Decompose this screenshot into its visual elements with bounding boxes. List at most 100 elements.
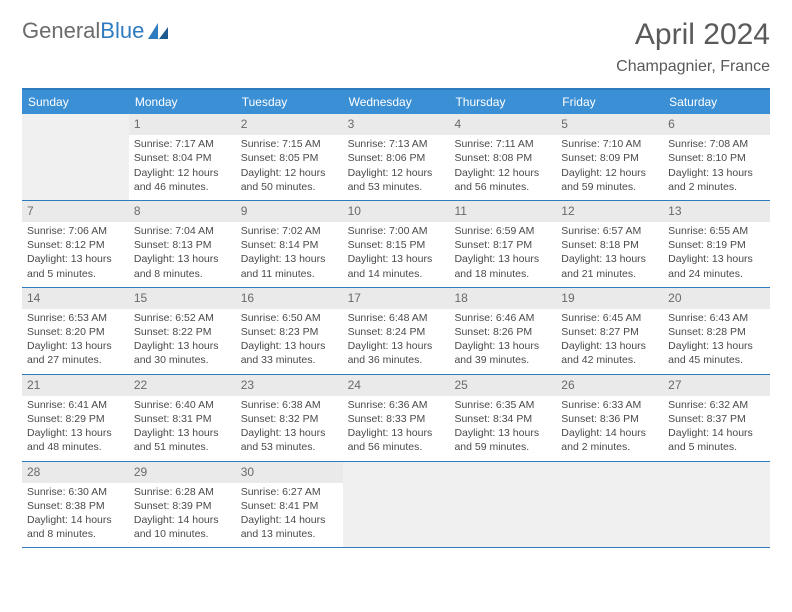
sunrise-text: Sunrise: 6:30 AM <box>27 485 124 499</box>
calendar-cell-empty <box>343 462 450 548</box>
calendar-cell: 5Sunrise: 7:10 AMSunset: 8:09 PMDaylight… <box>556 114 663 200</box>
daylight-text: Daylight: 13 hours and 24 minutes. <box>668 252 765 280</box>
daylight-text: Daylight: 12 hours and 53 minutes. <box>348 166 445 194</box>
daylight-text: Daylight: 13 hours and 45 minutes. <box>668 339 765 367</box>
sunset-text: Sunset: 8:10 PM <box>668 151 765 165</box>
week-row: 28Sunrise: 6:30 AMSunset: 8:38 PMDayligh… <box>22 462 770 549</box>
calendar-cell: 19Sunrise: 6:45 AMSunset: 8:27 PMDayligh… <box>556 288 663 374</box>
day-number: 16 <box>241 290 338 306</box>
day-number: 7 <box>27 203 124 219</box>
sunset-text: Sunset: 8:20 PM <box>27 325 124 339</box>
sunrise-text: Sunrise: 7:10 AM <box>561 137 658 151</box>
calendar-cell: 21Sunrise: 6:41 AMSunset: 8:29 PMDayligh… <box>22 375 129 461</box>
day-number: 13 <box>668 203 765 219</box>
sunset-text: Sunset: 8:06 PM <box>348 151 445 165</box>
sunrise-text: Sunrise: 6:27 AM <box>241 485 338 499</box>
calendar-cell-empty <box>556 462 663 548</box>
day-number: 2 <box>241 116 338 132</box>
daylight-text: Daylight: 13 hours and 42 minutes. <box>561 339 658 367</box>
day-number: 28 <box>27 464 124 480</box>
day-number: 6 <box>668 116 765 132</box>
sunset-text: Sunset: 8:23 PM <box>241 325 338 339</box>
calendar-cell: 23Sunrise: 6:38 AMSunset: 8:32 PMDayligh… <box>236 375 343 461</box>
logo-text-2: Blue <box>100 18 144 44</box>
sunset-text: Sunset: 8:24 PM <box>348 325 445 339</box>
sunset-text: Sunset: 8:26 PM <box>454 325 551 339</box>
sunrise-text: Sunrise: 7:04 AM <box>134 224 231 238</box>
page-title: April 2024 <box>616 18 770 52</box>
calendar-cell: 4Sunrise: 7:11 AMSunset: 8:08 PMDaylight… <box>449 114 556 200</box>
sunset-text: Sunset: 8:15 PM <box>348 238 445 252</box>
sunset-text: Sunset: 8:08 PM <box>454 151 551 165</box>
weekday-header: Wednesday <box>343 90 450 114</box>
calendar-cell: 11Sunrise: 6:59 AMSunset: 8:17 PMDayligh… <box>449 201 556 287</box>
day-number: 20 <box>668 290 765 306</box>
calendar-cell: 10Sunrise: 7:00 AMSunset: 8:15 PMDayligh… <box>343 201 450 287</box>
daylight-text: Daylight: 14 hours and 2 minutes. <box>561 426 658 454</box>
sunset-text: Sunset: 8:41 PM <box>241 499 338 513</box>
calendar-cell: 3Sunrise: 7:13 AMSunset: 8:06 PMDaylight… <box>343 114 450 200</box>
day-number: 8 <box>134 203 231 219</box>
day-number: 23 <box>241 377 338 393</box>
sunrise-text: Sunrise: 7:02 AM <box>241 224 338 238</box>
calendar: SundayMondayTuesdayWednesdayThursdayFrid… <box>22 88 770 548</box>
sunrise-text: Sunrise: 6:52 AM <box>134 311 231 325</box>
sunrise-text: Sunrise: 6:55 AM <box>668 224 765 238</box>
sunrise-text: Sunrise: 6:35 AM <box>454 398 551 412</box>
week-row: 21Sunrise: 6:41 AMSunset: 8:29 PMDayligh… <box>22 375 770 462</box>
calendar-cell: 14 Sunrise: 6:53 AMSunset: 8:20 PMDayligh… <box>22 288 129 374</box>
calendar-cell: 8Sunrise: 7:04 AMSunset: 8:13 PMDaylight… <box>129 201 236 287</box>
calendar-cell: 26Sunrise: 6:33 AMSunset: 8:36 PMDayligh… <box>556 375 663 461</box>
calendar-cell: 13Sunrise: 6:55 AMSunset: 8:19 PMDayligh… <box>663 201 770 287</box>
calendar-cell-empty <box>663 462 770 548</box>
sunrise-text: Sunrise: 6:45 AM <box>561 311 658 325</box>
sunset-text: Sunset: 8:32 PM <box>241 412 338 426</box>
sunset-text: Sunset: 8:29 PM <box>27 412 124 426</box>
day-number: 26 <box>561 377 658 393</box>
logo: GeneralBlue <box>22 18 170 44</box>
calendar-cell: 12Sunrise: 6:57 AMSunset: 8:18 PMDayligh… <box>556 201 663 287</box>
daylight-text: Daylight: 13 hours and 36 minutes. <box>348 339 445 367</box>
sunrise-text: Sunrise: 6:53 AM <box>27 311 124 325</box>
sunrise-text: Sunrise: 6:36 AM <box>348 398 445 412</box>
calendar-cell: 18Sunrise: 6:46 AMSunset: 8:26 PMDayligh… <box>449 288 556 374</box>
sunrise-text: Sunrise: 6:57 AM <box>561 224 658 238</box>
calendar-cell: 1Sunrise: 7:17 AMSunset: 8:04 PMDaylight… <box>129 114 236 200</box>
daylight-text: Daylight: 13 hours and 14 minutes. <box>348 252 445 280</box>
daylight-text: Daylight: 13 hours and 8 minutes. <box>134 252 231 280</box>
sunrise-text: Sunrise: 6:33 AM <box>561 398 658 412</box>
daylight-text: Daylight: 12 hours and 46 minutes. <box>134 166 231 194</box>
day-number: 17 <box>348 290 445 306</box>
calendar-cell: 20Sunrise: 6:43 AMSunset: 8:28 PMDayligh… <box>663 288 770 374</box>
sunset-text: Sunset: 8:14 PM <box>241 238 338 252</box>
daylight-text: Daylight: 13 hours and 59 minutes. <box>454 426 551 454</box>
sunset-text: Sunset: 8:37 PM <box>668 412 765 426</box>
sunset-text: Sunset: 8:31 PM <box>134 412 231 426</box>
calendar-cell: 25Sunrise: 6:35 AMSunset: 8:34 PMDayligh… <box>449 375 556 461</box>
daylight-text: Daylight: 13 hours and 5 minutes. <box>27 252 124 280</box>
sunset-text: Sunset: 8:27 PM <box>561 325 658 339</box>
day-number: 14 <box>27 290 124 306</box>
sunset-text: Sunset: 8:18 PM <box>561 238 658 252</box>
sunrise-text: Sunrise: 6:46 AM <box>454 311 551 325</box>
daylight-text: Daylight: 13 hours and 51 minutes. <box>134 426 231 454</box>
sunrise-text: Sunrise: 6:50 AM <box>241 311 338 325</box>
daylight-text: Daylight: 12 hours and 50 minutes. <box>241 166 338 194</box>
location: Champagnier, France <box>616 58 770 76</box>
daylight-text: Daylight: 13 hours and 48 minutes. <box>27 426 124 454</box>
calendar-cell: 17Sunrise: 6:48 AMSunset: 8:24 PMDayligh… <box>343 288 450 374</box>
sunset-text: Sunset: 8:09 PM <box>561 151 658 165</box>
header: GeneralBlue April 2024 Champagnier, Fran… <box>22 18 770 76</box>
day-number: 5 <box>561 116 658 132</box>
daylight-text: Daylight: 14 hours and 8 minutes. <box>27 513 124 541</box>
sunset-text: Sunset: 8:39 PM <box>134 499 231 513</box>
day-number: 15 <box>134 290 231 306</box>
sunrise-text: Sunrise: 6:41 AM <box>27 398 124 412</box>
sunrise-text: Sunrise: 6:40 AM <box>134 398 231 412</box>
daylight-text: Daylight: 13 hours and 27 minutes. <box>27 339 124 367</box>
day-number: 27 <box>668 377 765 393</box>
week-row: 1Sunrise: 7:17 AMSunset: 8:04 PMDaylight… <box>22 114 770 201</box>
sunrise-text: Sunrise: 7:15 AM <box>241 137 338 151</box>
day-number: 24 <box>348 377 445 393</box>
sunrise-text: Sunrise: 6:59 AM <box>454 224 551 238</box>
